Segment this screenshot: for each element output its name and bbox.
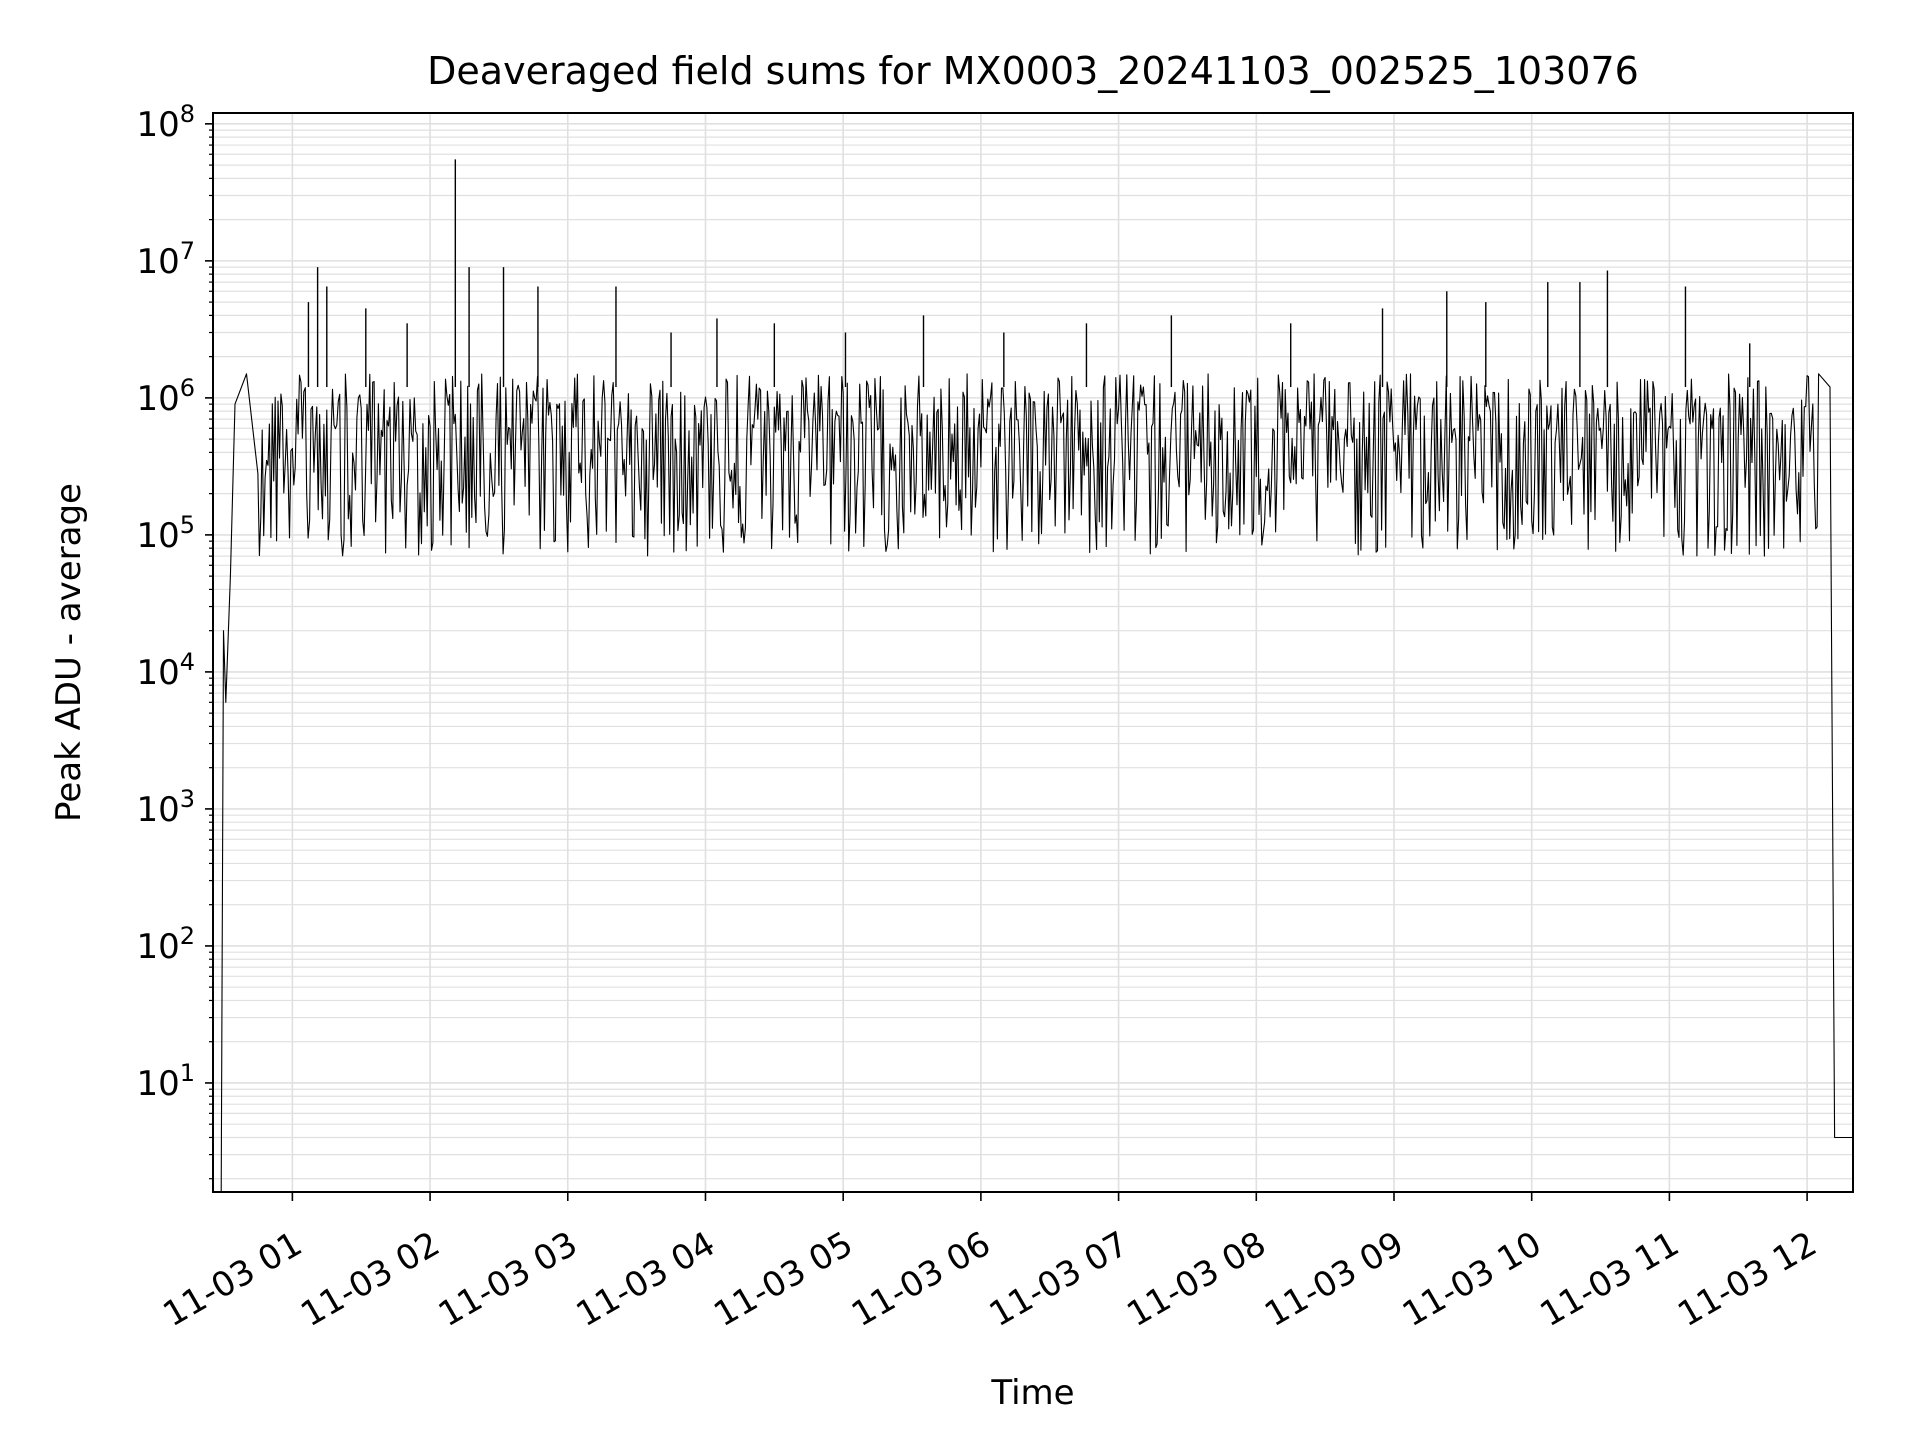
y-tick-base: 10 [136, 790, 179, 830]
y-tick-base: 10 [136, 653, 179, 693]
y-tick-label: 105 [136, 511, 195, 556]
y-tick-exponent: 5 [180, 511, 195, 539]
chart-title: Deaveraged field sums for MX0003_2024110… [427, 49, 1639, 93]
data-line [220, 373, 1853, 1193]
y-tick-base: 10 [136, 927, 179, 967]
y-tick-label: 101 [136, 1059, 195, 1104]
y-tick-exponent: 6 [180, 374, 195, 402]
y-tick-label: 107 [136, 237, 195, 282]
y-tick-base: 10 [136, 242, 179, 282]
axes-frame [212, 112, 1854, 1193]
y-tick-exponent: 7 [180, 237, 195, 265]
x-axis-label: Time [990, 1373, 1074, 1413]
y-tick-label: 103 [136, 785, 195, 830]
y-tick-exponent: 4 [180, 648, 195, 676]
y-tick-label: 106 [136, 374, 195, 419]
y-tick-exponent: 1 [180, 1059, 195, 1087]
y-tick-base: 10 [136, 105, 179, 145]
y-tick-exponent: 3 [180, 785, 195, 813]
y-tick-base: 10 [136, 1064, 179, 1104]
y-tick-label: 108 [136, 100, 195, 145]
y-tick-base: 10 [136, 379, 179, 419]
plot-area [220, 159, 1853, 1193]
y-tick-exponent: 8 [180, 100, 195, 128]
y-tick-label: 104 [136, 648, 195, 693]
y-tick-base: 10 [136, 516, 179, 556]
y-tick-label: 102 [136, 922, 195, 967]
y-tick-exponent: 2 [180, 922, 195, 950]
grid [213, 113, 1853, 1192]
y-axis-label: Peak ADU - average [49, 483, 89, 822]
